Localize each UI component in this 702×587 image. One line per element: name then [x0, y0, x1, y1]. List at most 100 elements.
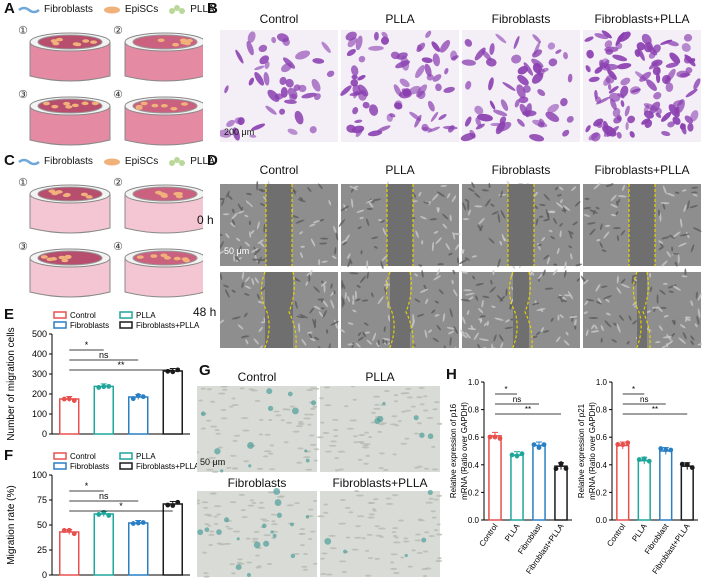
cell: [560, 199, 563, 204]
cell: [263, 223, 266, 233]
cell: [434, 300, 439, 304]
cell: [421, 270, 424, 278]
cell: [405, 409, 411, 412]
scratch-image: [220, 269, 339, 348]
cell: [201, 501, 209, 504]
cell: [271, 520, 276, 523]
header-d-control: Control: [259, 163, 299, 177]
cell: [599, 223, 603, 231]
stained-cell: [404, 553, 408, 558]
stained-cell: [620, 77, 631, 86]
cell: [655, 341, 661, 344]
y-tick-label: 50: [37, 520, 47, 530]
cell: [486, 320, 489, 326]
cell: [368, 513, 376, 516]
stained-cell: [687, 123, 694, 132]
cell: [323, 386, 331, 389]
stained-cell: [350, 79, 359, 87]
stained-cell: [421, 123, 429, 132]
data-point: [101, 384, 107, 390]
stained-cell: [667, 121, 675, 128]
cell: [425, 501, 434, 504]
cell: [248, 220, 251, 226]
cell: [258, 418, 264, 421]
cell: [185, 38, 193, 43]
cell: [365, 549, 370, 552]
cell: [562, 205, 571, 211]
cell: [368, 435, 373, 438]
y-axis-label: mRNA (Ratio over GAPDH): [460, 402, 469, 500]
cell: [604, 320, 612, 328]
stained-cell: [641, 118, 651, 125]
cell: [376, 342, 380, 347]
stained-cell: [350, 65, 359, 76]
micrograph-bg: [320, 386, 440, 472]
stained-cell: [276, 33, 289, 43]
significance-label: **: [652, 405, 658, 414]
cell: [81, 101, 89, 106]
cell: [557, 314, 560, 321]
cell: [312, 562, 318, 565]
scratch-edge: [405, 271, 414, 348]
cell: [538, 215, 544, 218]
cell: [330, 283, 333, 289]
bar: [680, 465, 694, 521]
data-point: [140, 520, 146, 525]
stained-cell: [425, 30, 432, 39]
cell: [420, 288, 429, 293]
stained-cell: [532, 49, 543, 58]
transwell-diagram-a: ① ② ③ ④: [18, 25, 203, 146]
scratch-image: [338, 181, 461, 270]
cell: [353, 435, 358, 438]
cell: [301, 338, 307, 346]
data-point: [135, 393, 141, 398]
cell: [390, 561, 395, 564]
stained-cell: [272, 533, 277, 538]
cell: [80, 192, 88, 197]
cell: [539, 203, 546, 207]
y-tick-label: 0.8: [468, 406, 480, 415]
scale-bar-b: 200 μm: [224, 127, 255, 137]
cell: [323, 503, 329, 506]
cell: [256, 293, 260, 300]
cell: [326, 329, 329, 334]
stained-cell: [547, 103, 560, 114]
cell: [574, 201, 581, 207]
plla-icon: [169, 4, 186, 14]
panel-label-a: A: [4, 0, 15, 17]
stained-cell: [386, 113, 393, 122]
cell: [247, 504, 255, 507]
cell: [672, 231, 681, 238]
stained-cell: [676, 70, 690, 78]
stained-cell: [601, 30, 612, 39]
cell: [666, 251, 672, 258]
well: [124, 42, 203, 82]
bar: [637, 459, 651, 521]
cell: [488, 237, 495, 244]
stained-cell: [655, 112, 662, 118]
cell: [621, 184, 626, 192]
cell: [251, 278, 255, 286]
y-tick-label: 100: [32, 409, 47, 419]
stained-cell: [584, 36, 594, 42]
scratch-gap: [629, 184, 655, 266]
cell: [233, 253, 236, 262]
cell: [405, 387, 412, 390]
cell: [245, 537, 251, 540]
cell: [308, 274, 311, 282]
cell: [140, 101, 148, 106]
cell: [317, 345, 324, 348]
cell: [373, 246, 378, 249]
cell: [549, 210, 556, 213]
cell: [359, 216, 364, 220]
cell: [600, 285, 608, 288]
panel-label-f: F: [4, 447, 14, 464]
cell: [364, 331, 371, 334]
cell: [366, 207, 374, 210]
cell: [367, 557, 374, 560]
legend-entry: Fibroblasts: [70, 462, 109, 471]
cell: [299, 197, 304, 200]
stained-cell: [352, 107, 359, 115]
stained-cell: [672, 116, 681, 125]
